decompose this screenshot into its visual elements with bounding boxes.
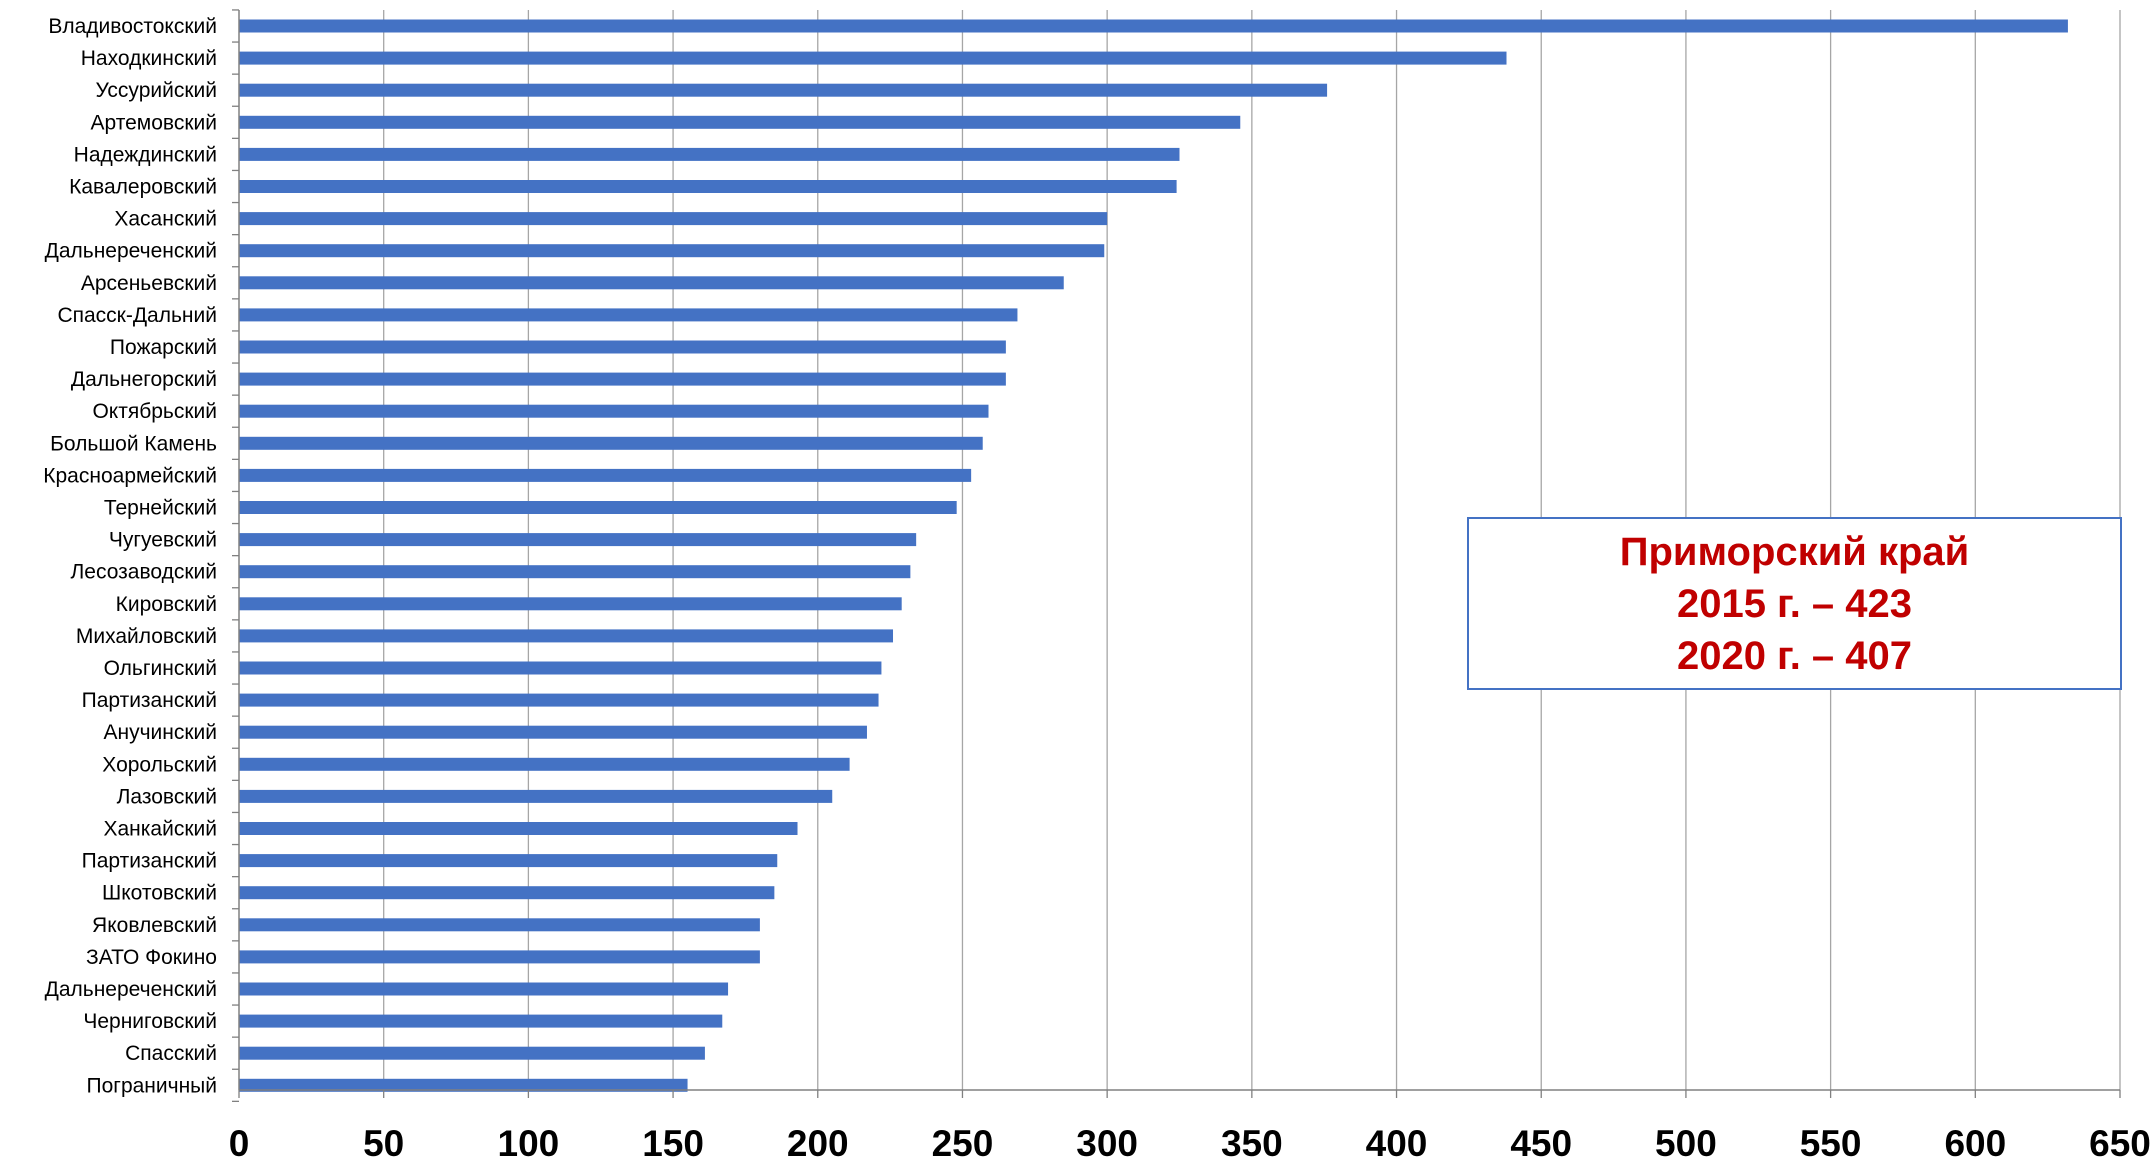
bar bbox=[239, 308, 1018, 322]
bars bbox=[239, 19, 2068, 1092]
bar bbox=[239, 436, 983, 450]
x-tick-label: 350 bbox=[1221, 1123, 1283, 1161]
bar bbox=[239, 757, 850, 771]
bar bbox=[239, 115, 1241, 129]
category-label: Пожарский bbox=[110, 336, 217, 359]
bar bbox=[239, 501, 957, 514]
bar bbox=[239, 404, 989, 418]
bar bbox=[239, 629, 894, 643]
category-label: Лазовский bbox=[117, 785, 217, 808]
category-label: Шкотовский bbox=[102, 882, 217, 905]
bar bbox=[239, 212, 1108, 226]
bar bbox=[239, 244, 1105, 258]
category-label: Уссурийский bbox=[96, 79, 218, 102]
bar bbox=[239, 51, 1507, 65]
category-label: Анучинский bbox=[103, 721, 217, 744]
category-label: Красноармейский bbox=[43, 464, 217, 487]
category-label: ЗАТО Фокино bbox=[86, 946, 217, 969]
category-label: Партизанский bbox=[82, 850, 217, 873]
category-label: Ольгинский bbox=[104, 657, 217, 680]
category-label: Хасанский bbox=[114, 208, 217, 231]
x-tick-label: 100 bbox=[498, 1123, 560, 1161]
bar bbox=[239, 661, 882, 675]
x-tick-label: 0 bbox=[229, 1123, 250, 1161]
bar bbox=[239, 340, 1006, 354]
category-label: Надеждинский bbox=[74, 143, 217, 166]
annotation-region: Приморский край bbox=[1619, 529, 1970, 574]
x-tick-label: 450 bbox=[1510, 1123, 1572, 1161]
category-label: Кировский bbox=[116, 593, 217, 616]
annotation-2020: 2020 г. – 407 bbox=[1676, 633, 1913, 678]
category-label: Дальнереченский bbox=[45, 240, 217, 263]
category-label: Находкинский bbox=[81, 47, 217, 70]
bar bbox=[239, 725, 867, 739]
category-label: Дальнереченский bbox=[45, 978, 217, 1001]
category-label: Кавалеровский bbox=[69, 176, 217, 199]
x-tick-label: 650 bbox=[2089, 1123, 2151, 1161]
category-label: Черниговский bbox=[83, 1010, 217, 1033]
bar bbox=[239, 565, 911, 579]
category-label: Арсеньевский bbox=[81, 272, 217, 295]
category-label: Тернейский bbox=[104, 497, 217, 520]
bar bbox=[239, 982, 729, 996]
bar bbox=[239, 533, 917, 547]
bar bbox=[239, 83, 1328, 97]
bar bbox=[239, 276, 1064, 290]
x-tick-label: 500 bbox=[1655, 1123, 1717, 1161]
bar bbox=[239, 918, 760, 932]
bar bbox=[239, 1014, 723, 1028]
category-label: Спасск-Дальний bbox=[57, 304, 217, 327]
bar bbox=[239, 19, 2068, 33]
bar bbox=[239, 822, 798, 835]
x-tick-label: 150 bbox=[642, 1123, 704, 1161]
category-label: Чугуевский bbox=[109, 529, 217, 552]
x-tick-labels: 0 50 100 150 200 250 300 350 400 450 500 550 600 650 bbox=[229, 1123, 2151, 1161]
category-label: Яковлевский bbox=[92, 914, 217, 937]
annotation-2015: 2015 г. – 423 bbox=[1676, 581, 1913, 626]
bar bbox=[239, 789, 833, 803]
axes bbox=[232, 9, 2121, 1102]
category-label: Владивостокский bbox=[48, 15, 217, 38]
x-tick-label: 50 bbox=[363, 1123, 404, 1161]
region-summary-box: Приморский край 2015 г. – 423 2020 г. – … bbox=[1467, 517, 2122, 690]
bar bbox=[239, 886, 775, 900]
bar bbox=[239, 693, 879, 707]
x-tick-label: 300 bbox=[1076, 1123, 1138, 1161]
bar bbox=[239, 597, 902, 611]
category-label: Артемовский bbox=[91, 111, 217, 134]
x-tick-label: 250 bbox=[932, 1123, 994, 1161]
category-label: Октябрьский bbox=[92, 400, 217, 423]
bar bbox=[239, 950, 760, 964]
category-label: Спасский bbox=[125, 1042, 217, 1065]
x-tick-label: 550 bbox=[1800, 1123, 1862, 1161]
bar bbox=[239, 180, 1177, 193]
category-label: Ханкайский bbox=[104, 818, 218, 841]
category-label: Михайловский bbox=[76, 625, 217, 648]
category-label: Партизанский bbox=[82, 689, 217, 712]
bar bbox=[239, 372, 1006, 386]
category-label: Пограничный bbox=[87, 1074, 217, 1097]
category-labels: Владивостокский Находкинский Уссурийский Ар… bbox=[43, 15, 217, 1097]
category-label: Дальнегорский bbox=[71, 368, 217, 391]
bar bbox=[239, 854, 778, 868]
bar bbox=[239, 1046, 705, 1060]
x-tick-label: 400 bbox=[1366, 1123, 1428, 1161]
x-tick-label: 600 bbox=[1944, 1123, 2006, 1161]
category-label: Лесозаводский bbox=[71, 561, 218, 584]
bar bbox=[239, 147, 1180, 161]
category-label: Хорольский bbox=[102, 753, 217, 776]
category-label: Большой Камень bbox=[50, 432, 217, 455]
bar bbox=[239, 468, 972, 482]
bar bbox=[239, 1078, 688, 1092]
x-tick-label: 200 bbox=[787, 1123, 849, 1161]
